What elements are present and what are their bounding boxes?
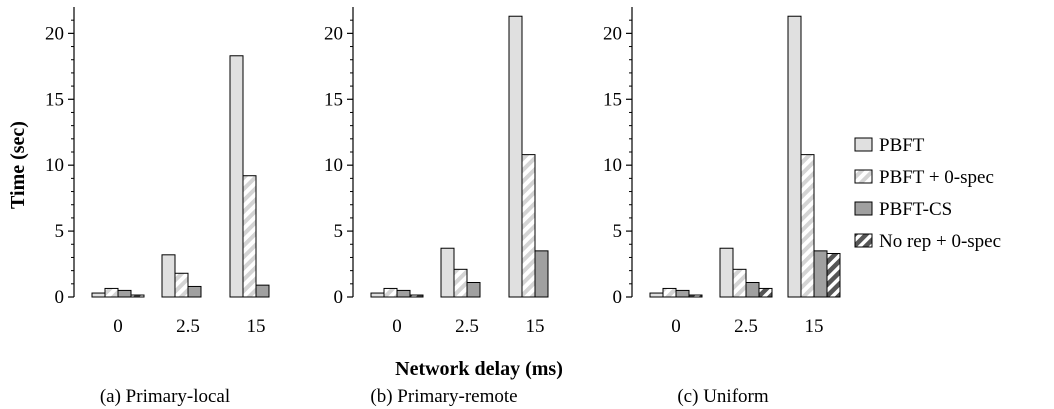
x-tick-label: 15 <box>247 316 266 337</box>
bar-pbft-0 <box>649 292 664 298</box>
bar-no-rep-0-spec-0 <box>130 294 145 298</box>
y-tick-label: 5 <box>613 221 623 242</box>
chart-panel-3: 0 5 10 15 20 0 2.5 15 (c) Uniform <box>603 7 841 407</box>
bar-pbft-15 <box>508 15 523 298</box>
x-tick-label: 15 <box>805 316 824 337</box>
x-tick-label: 0 <box>671 316 681 337</box>
legend-swatch <box>854 201 873 216</box>
y-tick-label: 20 <box>45 23 64 44</box>
y-tick-label: 5 <box>334 221 344 242</box>
bar-pbft-0-spec-15 <box>521 154 536 298</box>
x-tick-label: 0 <box>113 316 123 337</box>
bar-pbft-15 <box>229 55 244 298</box>
x-tick-label: 2.5 <box>734 316 758 337</box>
y-tick-label: 0 <box>613 287 623 308</box>
bar-pbft-cs-2.5 <box>466 282 481 298</box>
y-tick-label: 10 <box>603 155 622 176</box>
bar-no-rep-0-spec-0 <box>688 294 703 298</box>
legend-label: No rep + 0-spec <box>879 231 1001 252</box>
panel-caption: (c) Uniform <box>677 386 768 407</box>
y-tick-label: 20 <box>603 23 622 44</box>
legend-label: PBFT + 0-spec <box>879 167 994 188</box>
chart-panel-2: 0 5 10 15 20 0 2.5 15 (b) Primary-remote <box>324 7 549 407</box>
bar-pbft-cs-0 <box>675 289 690 298</box>
legend-label: PBFT <box>879 135 925 156</box>
x-axis-title: Network delay (ms) <box>395 358 563 380</box>
chart-panel-1: 0 5 10 15 20 0 2.5 15 (a) Primary-local <box>45 7 270 407</box>
y-tick-label: 0 <box>55 287 65 308</box>
bar-pbft-cs-0 <box>396 289 411 298</box>
y-tick-label: 5 <box>55 221 65 242</box>
x-tick-label: 15 <box>526 316 545 337</box>
bar-pbft-cs-15 <box>813 250 828 298</box>
x-tick-label: 2.5 <box>455 316 479 337</box>
x-tick-label: 2.5 <box>176 316 200 337</box>
bar-pbft-0 <box>370 292 385 298</box>
legend-label: PBFT-CS <box>879 199 952 220</box>
bar-no-rep-0-spec-0 <box>409 294 424 298</box>
y-tick-label: 15 <box>45 89 64 110</box>
legend-swatch <box>854 137 873 152</box>
bar-pbft-15 <box>787 15 802 298</box>
bar-pbft-cs-15 <box>534 250 549 298</box>
y-tick-label: 10 <box>45 155 64 176</box>
bar-pbft-cs-2.5 <box>745 282 760 298</box>
bar-pbft-0-spec-0 <box>104 287 119 298</box>
bar-pbft-0-spec-2.5 <box>453 268 468 298</box>
bar-no-rep-0-spec-15 <box>826 253 841 298</box>
legend-swatch <box>854 169 873 184</box>
panel-caption: (b) Primary-remote <box>370 386 517 407</box>
bar-pbft-0-spec-2.5 <box>732 268 747 298</box>
x-tick-label: 0 <box>392 316 402 337</box>
bar-pbft-0-spec-15 <box>242 175 257 298</box>
bar-pbft-0-spec-2.5 <box>174 272 189 298</box>
bar-pbft-2.5 <box>719 247 734 298</box>
y-axis-title: Time (sec) <box>7 121 29 209</box>
panel-caption: (a) Primary-local <box>100 386 230 407</box>
bar-pbft-cs-0 <box>117 289 132 298</box>
y-tick-label: 15 <box>603 89 622 110</box>
y-tick-label: 15 <box>324 89 343 110</box>
bar-pbft-0-spec-15 <box>800 154 815 298</box>
bar-pbft-cs-15 <box>255 284 270 298</box>
bar-no-rep-0-spec-2.5 <box>758 287 773 298</box>
y-tick-label: 10 <box>324 155 343 176</box>
bar-pbft-0-spec-0 <box>383 287 398 298</box>
bar-pbft-cs-2.5 <box>187 285 202 298</box>
bar-pbft-0-spec-0 <box>662 287 677 298</box>
legend-swatch <box>854 233 873 248</box>
bar-pbft-2.5 <box>161 254 176 298</box>
y-tick-label: 20 <box>324 23 343 44</box>
bar-pbft-2.5 <box>440 247 455 298</box>
legend: PBFT PBFT + 0-spec PBFT-CS No rep + 0-spec <box>854 135 1001 252</box>
y-tick-label: 0 <box>334 287 344 308</box>
bar-pbft-0 <box>91 292 106 298</box>
